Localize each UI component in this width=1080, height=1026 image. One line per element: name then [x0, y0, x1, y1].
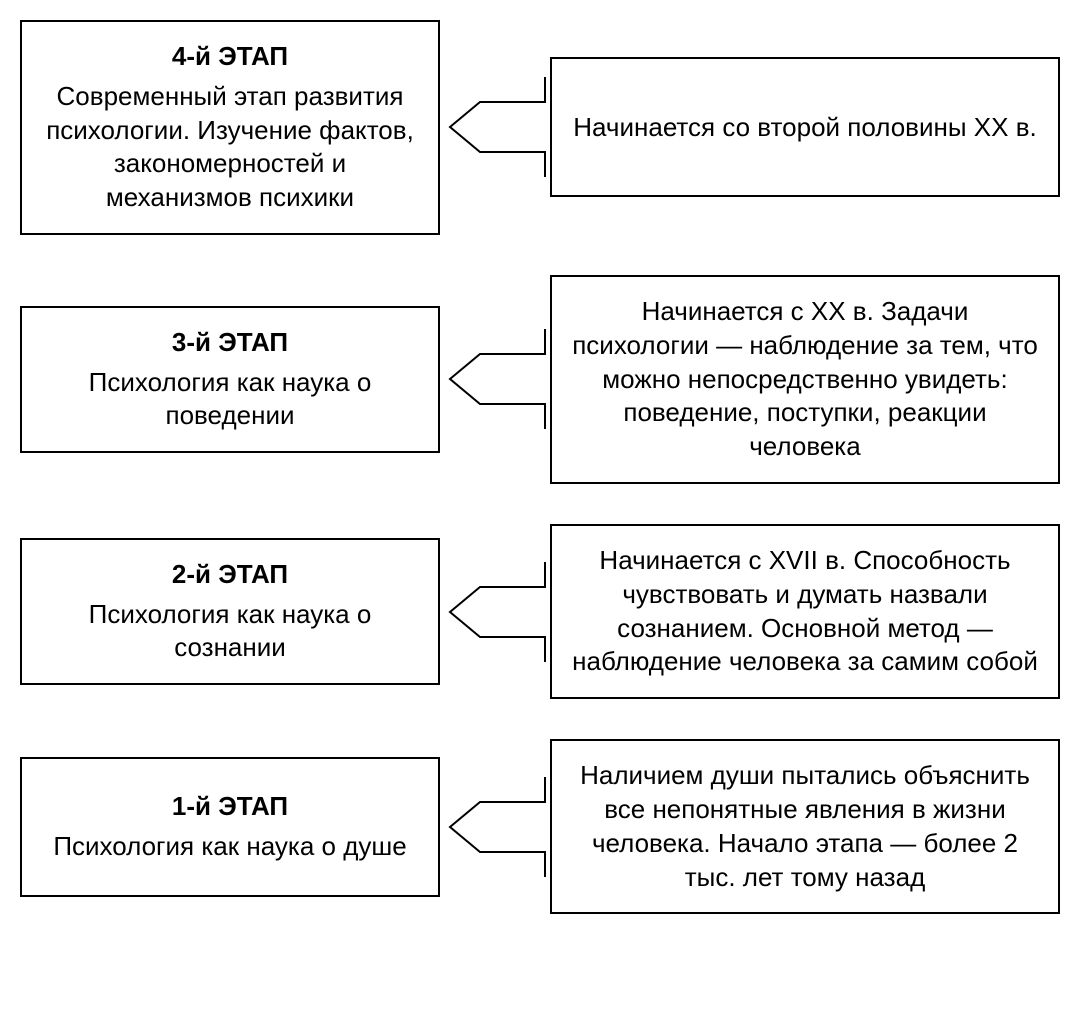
arrow-left-icon	[440, 542, 550, 682]
stage-left-box: 4-й ЭТАП Современный этап развития психо…	[20, 20, 440, 235]
stage-title: 3-й ЭТАП	[42, 326, 418, 360]
stage-left-box: 3-й ЭТАП Психология как наука о поведени…	[20, 306, 440, 453]
arrow-left-icon	[440, 757, 550, 897]
stage-left-desc: Психология как наука о поведении	[42, 366, 418, 434]
stage-right-desc: Начинается со второй половины XX в.	[572, 111, 1038, 145]
stages-diagram: 4-й ЭТАП Современный этап развития психо…	[20, 20, 1060, 914]
stage-row-2: 2-й ЭТАП Психология как наука о сознании…	[20, 524, 1060, 699]
stage-title: 2-й ЭТАП	[42, 558, 418, 592]
arrow-left-icon	[440, 309, 550, 449]
stage-title: 1-й ЭТАП	[42, 790, 418, 824]
stage-row-4: 4-й ЭТАП Современный этап развития психо…	[20, 20, 1060, 235]
stage-right-desc: Начинается с XX в. Задачи психологии — н…	[572, 295, 1038, 464]
stage-left-desc: Современный этап развития психологии. Из…	[42, 80, 418, 215]
arrow-left-icon	[440, 57, 550, 197]
stage-left-box: 1-й ЭТАП Психология как наука о душе	[20, 757, 440, 897]
stage-left-desc: Психология как наука о сознании	[42, 598, 418, 666]
stage-row-3: 3-й ЭТАП Психология как наука о поведени…	[20, 275, 1060, 484]
stage-row-1: 1-й ЭТАП Психология как наука о душе Нал…	[20, 739, 1060, 914]
stage-right-box: Наличием души пытались объяснить все неп…	[550, 739, 1060, 914]
stage-right-box: Начинается с XVII в. Способность чувство…	[550, 524, 1060, 699]
stage-title: 4-й ЭТАП	[42, 40, 418, 74]
stage-right-box: Начинается со второй половины XX в.	[550, 57, 1060, 197]
stage-left-box: 2-й ЭТАП Психология как наука о сознании	[20, 538, 440, 685]
stage-right-desc: Наличием души пытались объяснить все неп…	[572, 759, 1038, 894]
stage-right-desc: Начинается с XVII в. Способность чувство…	[572, 544, 1038, 679]
stage-right-box: Начинается с XX в. Задачи психологии — н…	[550, 275, 1060, 484]
stage-left-desc: Психология как наука о душе	[42, 830, 418, 864]
